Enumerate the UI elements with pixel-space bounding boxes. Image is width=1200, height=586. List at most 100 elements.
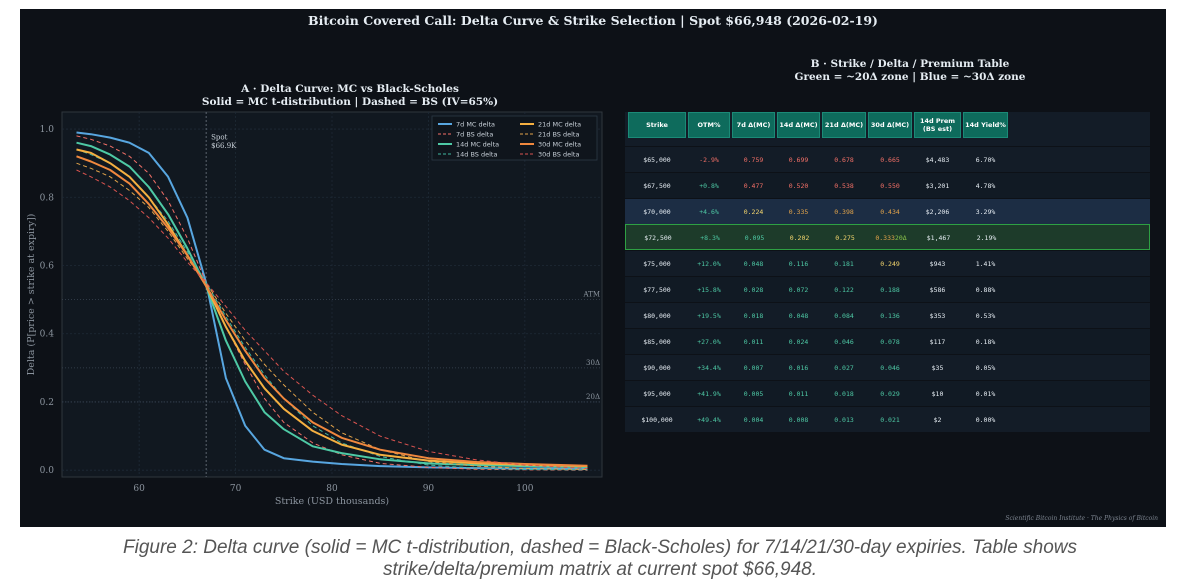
y-tick-label: 0.8: [40, 193, 55, 203]
table-header-cell: 14d Δ(MC): [777, 112, 820, 138]
table-cell: 0.01%: [975, 389, 996, 398]
chart-b-title-line2: Green = ~20Δ zone | Blue = ~30Δ zone: [794, 71, 1026, 83]
legend-box: [431, 115, 598, 161]
table-row: $85,000 +27.0% 0.011 0.024 0.046 0.078 $117 0.1…: [625, 328, 1150, 354]
table-cell: 0.550: [880, 181, 900, 190]
table-cell: +27.0%: [697, 337, 721, 346]
table-cell: 0.018: [834, 389, 854, 398]
table-cell: $1,467: [926, 233, 951, 242]
y-tick-label: 0.4: [40, 330, 55, 340]
table-header-cell: Strike: [628, 112, 686, 138]
legend-label: 7d BS delta: [456, 131, 493, 139]
table-cell: 6.70%: [975, 155, 996, 164]
x-axis-label: Strike (USD thousands): [275, 496, 389, 507]
legend-label: 21d BS delta: [538, 131, 579, 139]
table-cell: 0.084: [834, 311, 854, 320]
table-cell: $70,000: [643, 207, 671, 216]
table-cell: 0.005: [743, 389, 764, 398]
table-row: $70,000 +4.6% 0.224 0.335 0.398 0.434 $2,206 3.…: [625, 198, 1150, 224]
table-cell: 4.78%: [975, 181, 996, 190]
table-cell: 0.759: [743, 155, 764, 164]
table-cell: 0.021: [880, 415, 900, 424]
y-tick-label: 0.0: [40, 466, 55, 476]
chart-a-title: A · Delta Curve: MC vs Black-Scholes Sol…: [80, 83, 620, 109]
table-row: $65,000 -2.9% 0.759 0.699 0.678 0.665 $4,483 6.…: [625, 146, 1150, 172]
table-cell: 0.011: [743, 337, 764, 346]
table-cell: $943: [929, 259, 946, 268]
table-row: $72,500 +8.3% 0.095 0.202 0.275 0.333 20Δ $1,46…: [625, 224, 1150, 250]
table-cell: +15.8%: [697, 285, 721, 294]
table-cell: 0.048: [788, 311, 809, 320]
x-tick-label: 90: [423, 484, 435, 494]
legend-label: 30d MC delta: [538, 141, 581, 149]
table-cell: 0.016: [788, 363, 809, 372]
table-cell: 0.333 20Δ: [875, 233, 907, 242]
series-line: [76, 149, 588, 471]
table-header-cell: 21d Δ(MC): [822, 112, 866, 138]
table-row: $95,000 +41.9% 0.005 0.011 0.018 0.029 $10 0.01…: [625, 380, 1150, 406]
table-cell: +49.4%: [697, 415, 721, 424]
table-cell: +0.8%: [699, 181, 719, 190]
table-cell: $586: [929, 285, 946, 294]
figure-panel: Bitcoin Covered Call: Delta Curve & Stri…: [20, 9, 1166, 527]
table-cell: $10: [931, 389, 944, 398]
table-cell: $2,206: [925, 207, 950, 216]
table-cell: $77,500: [643, 285, 671, 294]
table-cell: $80,000: [643, 311, 671, 320]
caption-line2: strike/delta/premium matrix at current s…: [382, 559, 818, 580]
chart-a-title-line2: Solid = MC t-distribution | Dashed = BS …: [201, 96, 499, 108]
table-cell: 0.520: [788, 181, 809, 190]
table-cell: 0.046: [880, 363, 900, 372]
spot-annotation: Spot: [211, 133, 227, 141]
table-cell: +41.9%: [697, 389, 721, 398]
table-cell: 0.398: [834, 207, 854, 216]
table-cell: 0.004: [743, 415, 764, 424]
x-tick-label: 60: [133, 484, 145, 494]
footer-credit: Scientific Bitcoin Institute · The Physi…: [1005, 515, 1158, 522]
table-cell: 0.665: [880, 155, 900, 164]
table-cell: 0.434: [880, 207, 900, 216]
table-cell: 0.078: [880, 337, 900, 346]
x-tick-label: 80: [326, 484, 338, 494]
table-row: $67,500 +0.8% 0.477 0.520 0.538 0.550 $3,201 4.…: [625, 172, 1150, 198]
chart-b-title: B · Strike / Delta / Premium Table Green…: [640, 58, 1180, 84]
series-line: [76, 155, 588, 467]
y-axis-label: Delta (P[price > strike at expiry]): [26, 214, 37, 376]
plot-area: [61, 111, 603, 478]
table-row: $100,000 +49.4% 0.004 0.008 0.013 0.021 $2 0.00…: [625, 406, 1150, 432]
reference-line-label: ATM: [582, 291, 600, 299]
table-header-cell: 7d Δ(MC): [732, 112, 775, 138]
table-row: $80,000 +19.5% 0.018 0.048 0.084 0.136 $353 0.5…: [625, 302, 1150, 328]
table-cell: 0.048: [743, 259, 764, 268]
table-cell: $3,201: [925, 181, 950, 190]
table-row: $77,500 +15.8% 0.028 0.072 0.122 0.188 $586 0.8…: [625, 276, 1150, 302]
table-cell: 0.188: [880, 285, 900, 294]
table-cell: 2.19%: [976, 233, 997, 242]
table-cell: -2.9%: [699, 155, 719, 164]
x-tick-label: 100: [516, 484, 533, 494]
table-cell: 0.116: [788, 259, 809, 268]
caption-line1: Figure 2: Delta curve (solid = MC t-dist…: [123, 537, 1077, 558]
table-cell: +19.5%: [697, 311, 721, 320]
table-cell: $75,000: [643, 259, 671, 268]
zone-tag: 20Δ: [894, 233, 907, 242]
reference-line-label: 30Δ: [586, 359, 600, 367]
table-cell: 0.18%: [975, 337, 996, 346]
table-cell: +4.6%: [699, 207, 719, 216]
table-cell: 0.678: [834, 155, 854, 164]
series-line: [76, 135, 588, 471]
series-line: [76, 141, 588, 469]
table-cell: 0.008: [788, 415, 809, 424]
spot-annotation: $66.9K: [211, 142, 237, 150]
x-tick-label: 70: [230, 484, 242, 494]
table-cell: 0.88%: [975, 285, 996, 294]
y-tick-label: 0.6: [40, 262, 55, 272]
table-cell: $100,000: [641, 415, 673, 424]
table-cell: 0.202: [789, 233, 810, 242]
table-header-cell: 30d Δ(MC): [868, 112, 912, 138]
series-line: [76, 148, 588, 468]
table-cell: 0.046: [834, 337, 854, 346]
table-cell: 3.29%: [975, 207, 996, 216]
main-title: Bitcoin Covered Call: Delta Curve & Stri…: [308, 13, 878, 28]
table-cell: 0.136: [880, 311, 900, 320]
